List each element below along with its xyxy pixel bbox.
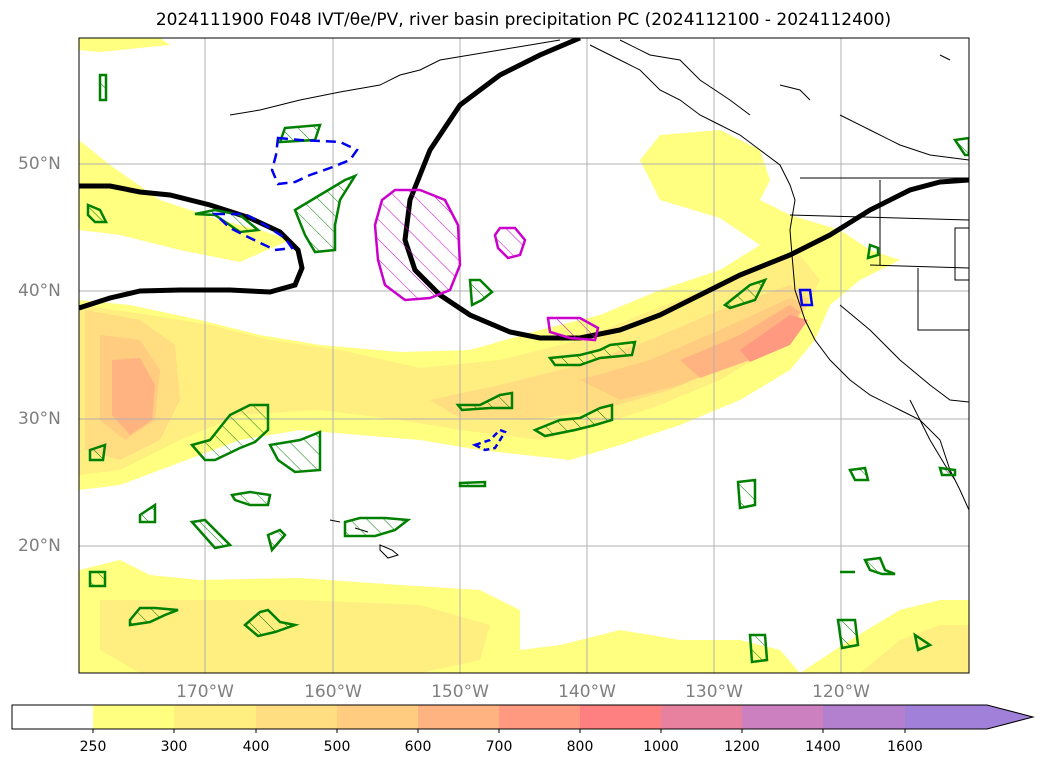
colorbar-label: 250 xyxy=(79,739,107,755)
colorbar-label: 700 xyxy=(485,739,513,755)
ivt-500b xyxy=(580,298,805,400)
pv-contours xyxy=(79,38,969,341)
map-frame xyxy=(78,37,970,674)
lat-label-30n: 30°N xyxy=(18,409,61,429)
map-content xyxy=(79,38,969,673)
colorbar-label: 800 xyxy=(566,739,594,755)
colorbar-label: 600 xyxy=(404,739,432,755)
lat-label-20n: 20°N xyxy=(18,536,61,556)
colorbar-label: 1200 xyxy=(724,739,760,755)
lon-label-160w: 160°W xyxy=(304,682,362,702)
colorbar-label: 400 xyxy=(242,739,270,755)
lat-label-50n: 50°N xyxy=(18,154,61,174)
lon-label-120w: 120°W xyxy=(812,682,870,702)
lon-label-130w: 130°W xyxy=(685,682,743,702)
colorbar-label: 1000 xyxy=(643,739,679,755)
magenta-contours xyxy=(373,188,600,342)
colorbar-label: 1600 xyxy=(887,739,923,755)
ivt-south-inner xyxy=(100,600,490,673)
theta-e-negative-contours xyxy=(211,136,814,452)
ivt-shading xyxy=(79,38,969,673)
map-title: 2024111900 F048 IVT/θe/PV, river basin p… xyxy=(155,10,892,30)
ivt-southeast-inner xyxy=(860,625,969,673)
lon-label-140w: 140°W xyxy=(558,682,616,702)
ivt-top-left xyxy=(79,38,170,52)
colorbar-label: 300 xyxy=(160,739,188,755)
lat-label-40n: 40°N xyxy=(18,281,61,301)
ivt-600b xyxy=(680,305,800,378)
coastlines xyxy=(229,39,969,559)
ivt-600 xyxy=(112,358,155,435)
ivt-700 xyxy=(740,315,808,362)
colorbar xyxy=(11,704,1035,733)
theta-e-positive-contours xyxy=(86,73,969,664)
lon-label-170w: 170°W xyxy=(176,682,234,702)
lon-label-150w: 150°W xyxy=(431,682,489,702)
colorbar-label: 1400 xyxy=(805,739,841,755)
colorbar-label: 500 xyxy=(323,739,351,755)
